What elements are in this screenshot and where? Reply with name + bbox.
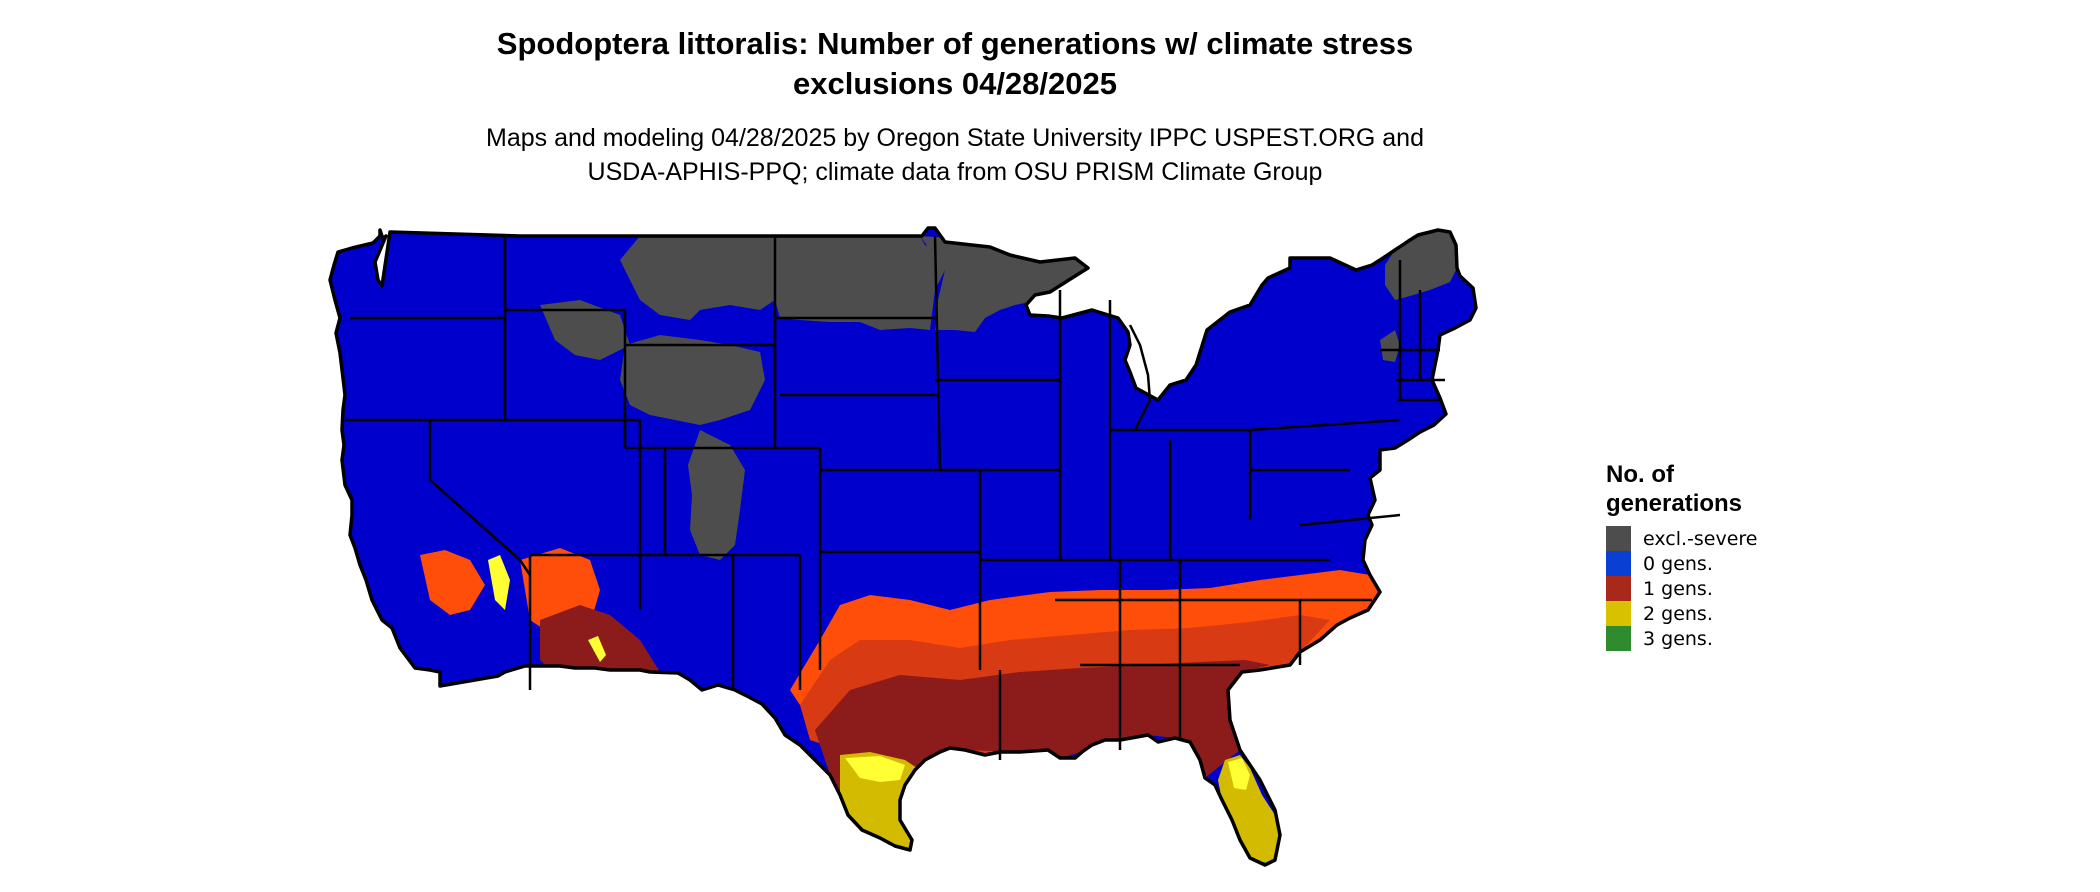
zone-one-gen-sw-orange xyxy=(420,550,485,615)
title-block: Spodoptera littoralis: Number of generat… xyxy=(0,24,1910,189)
zone-excluded-maine xyxy=(1385,230,1457,300)
legend-swatch xyxy=(1606,601,1631,626)
us-outline xyxy=(328,226,1478,867)
legend-item: 2 gens. xyxy=(1606,601,1846,626)
state-border xyxy=(1249,418,1401,432)
legend-swatch xyxy=(1606,626,1631,651)
state-border xyxy=(933,235,942,471)
map-title-line-2: exclusions 04/28/2025 xyxy=(792,66,1117,101)
map-subtitle: Maps and modeling 04/28/2025 by Oregon S… xyxy=(0,121,1910,189)
map-title-line-1: Spodoptera littoralis: Number of generat… xyxy=(496,26,1414,61)
zone-excluded-colorado xyxy=(688,430,745,560)
legend-label: 3 gens. xyxy=(1643,627,1713,650)
legend-item: 0 gens. xyxy=(1606,551,1846,576)
map-subtitle-line-2: USDA-APHIS-PPQ; climate data from OSU PR… xyxy=(587,158,1323,186)
legend: No. of generations excl.-severe 0 gens. 1 … xyxy=(1606,460,1846,651)
zone-two-gens-california-desert xyxy=(488,555,510,610)
map-title: Spodoptera littoralis: Number of generat… xyxy=(0,24,1910,104)
state-border xyxy=(1299,513,1401,527)
zone-excluded-montana xyxy=(620,236,775,320)
zone-excluded-new-york-peaks xyxy=(1380,330,1400,362)
us-map-svg xyxy=(328,226,1478,867)
legend-item: 3 gens. xyxy=(1606,626,1846,651)
legend-label: 0 gens. xyxy=(1643,552,1713,575)
state-border xyxy=(428,420,532,576)
legend-item: excl.-severe xyxy=(1606,526,1846,551)
legend-swatch xyxy=(1606,526,1631,551)
zone-two-gens-florida-bright xyxy=(1228,758,1250,790)
lake-michigan-shore xyxy=(1128,324,1152,431)
zone-excluded-idaho xyxy=(540,300,630,360)
zone-excluded-dakotas xyxy=(775,236,945,330)
legend-label: 1 gens. xyxy=(1643,577,1713,600)
legend-label: 2 gens. xyxy=(1643,602,1713,625)
legend-swatch xyxy=(1606,576,1631,601)
legend-title: No. of generations xyxy=(1606,461,1743,517)
zone-excluded-wyoming xyxy=(620,335,765,425)
map-fills xyxy=(330,228,1476,865)
zone-two-gens-texas-bright xyxy=(845,756,905,782)
legend-item: 1 gens. xyxy=(1606,576,1846,601)
legend-items: excl.-severe 0 gens. 1 gens. 2 gens. 3 gens. xyxy=(1606,526,1846,651)
legend-swatch xyxy=(1606,551,1631,576)
zone-excluded-minnesota-wisconsin xyxy=(920,236,1088,332)
state-borders xyxy=(328,226,1478,867)
zone-two-gens-arizona-spot xyxy=(588,636,606,662)
legend-label: excl.-severe xyxy=(1643,527,1758,550)
map-subtitle-line-1: Maps and modeling 04/28/2025 by Oregon S… xyxy=(486,124,1424,152)
us-generations-map xyxy=(320,220,1580,892)
